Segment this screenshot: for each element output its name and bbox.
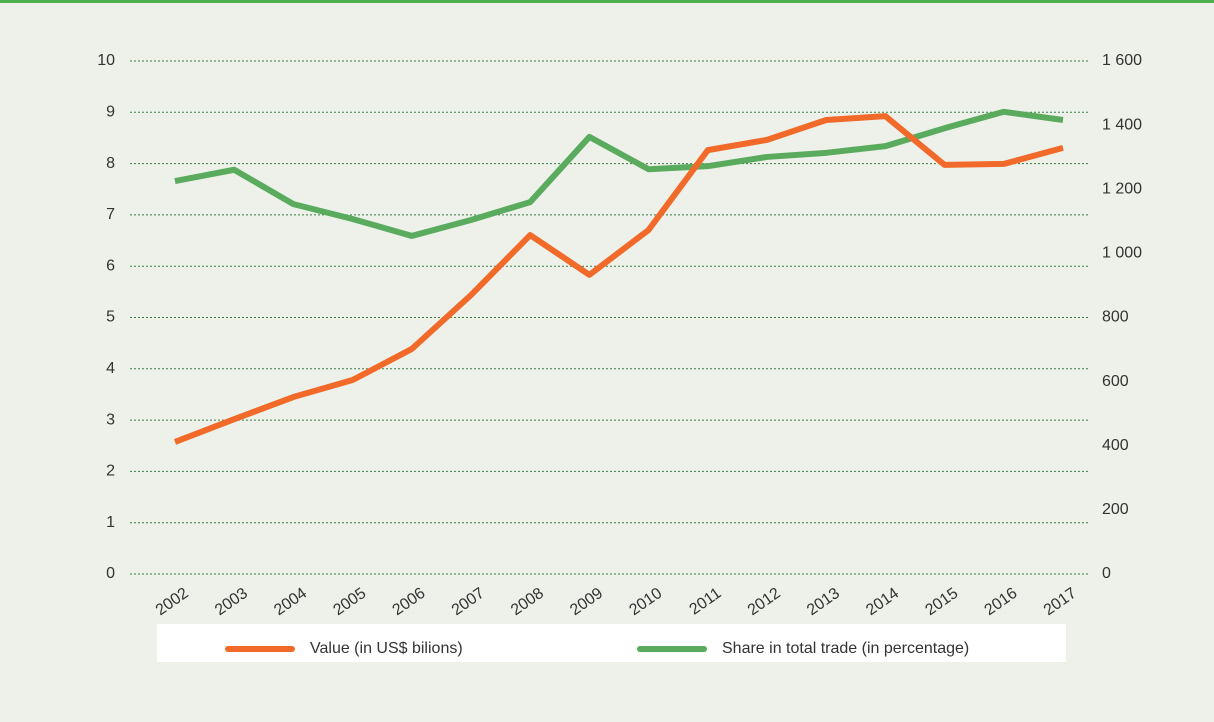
legend-box (157, 624, 1066, 662)
x-tick-label: 2002 (153, 585, 192, 619)
x-tick-label: 2003 (212, 585, 251, 619)
y-tick-label: 10 (97, 52, 115, 69)
x-tick-label: 2013 (804, 585, 843, 619)
legend-label: Share in total trade (in percentage) (722, 640, 969, 657)
x-tick-label: 2010 (626, 585, 665, 619)
x-tick-label: 2006 (390, 585, 429, 619)
series-line (174, 108, 1064, 239)
y-tick-label: 2 (106, 463, 115, 480)
y2-tick-label: 200 (1102, 501, 1129, 518)
x-tick-label: 2005 (330, 585, 369, 619)
y-tick-label: 1 (106, 514, 115, 531)
top-border (0, 0, 1214, 3)
y-tick-label: 5 (106, 309, 115, 326)
y2-tick-label: 1 600 (1102, 52, 1142, 69)
y-tick-label: 8 (106, 155, 115, 172)
y-tick-label: 6 (106, 257, 115, 274)
x-tick-label: 2014 (863, 585, 902, 619)
y-tick-label: 0 (106, 565, 115, 582)
y-tick-label: 3 (106, 411, 115, 428)
x-tick-label: 2009 (567, 585, 606, 619)
x-tick-label: 2008 (508, 585, 547, 619)
legend-label: Value (in US$ bilions) (310, 640, 463, 657)
x-tick-label: 2004 (271, 585, 310, 619)
y2-tick-label: 400 (1102, 437, 1129, 454)
x-tick-label: 2011 (687, 585, 725, 619)
y2-tick-label: 1 200 (1102, 180, 1142, 197)
y2-tick-label: 1 000 (1102, 245, 1142, 262)
y-tick-label: 4 (106, 360, 115, 377)
y-tick-label: 7 (106, 206, 115, 223)
x-tick-label: 2017 (1041, 585, 1080, 619)
series-line (173, 113, 1064, 445)
y2-tick-label: 800 (1102, 309, 1129, 326)
y-tick-label: 9 (106, 104, 115, 121)
x-tick-label: 2007 (449, 585, 488, 619)
x-tick-label: 2016 (982, 585, 1021, 619)
y2-tick-label: 0 (1102, 565, 1111, 582)
x-tick-label: 2015 (922, 585, 961, 619)
y2-tick-label: 1 400 (1102, 116, 1142, 133)
x-tick-label: 2012 (745, 585, 784, 619)
y2-tick-label: 600 (1102, 373, 1129, 390)
